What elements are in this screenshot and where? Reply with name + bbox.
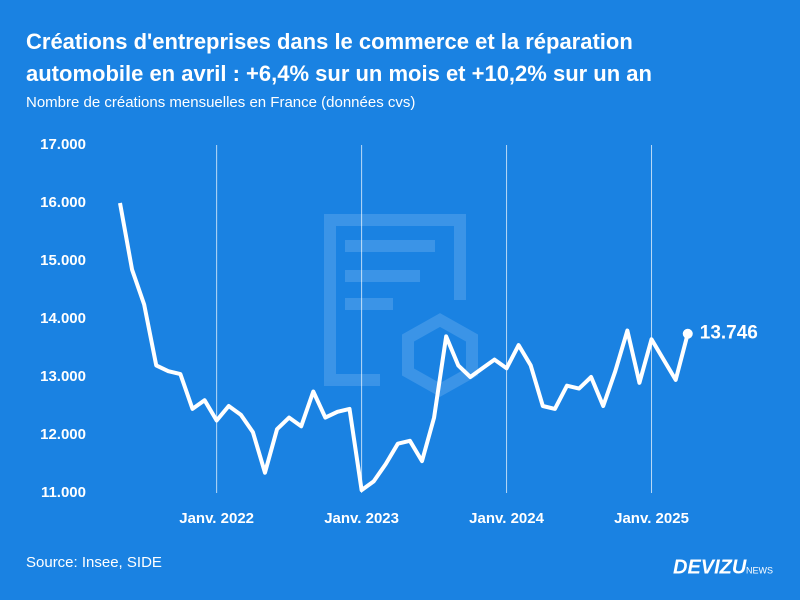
y-tick-label: 11.000	[41, 484, 86, 501]
x-tick-label: Janv. 2025	[614, 510, 689, 527]
chart-subtitle: Nombre de créations mensuelles en France…	[26, 94, 415, 111]
x-tick-label: Janv. 2022	[179, 510, 254, 527]
y-tick-label: 15.000	[40, 252, 86, 269]
data-label: 13.746	[700, 323, 758, 344]
end-point	[682, 328, 693, 339]
brand-suffix: NEWS	[746, 565, 773, 575]
y-tick-label: 16.000	[40, 194, 86, 211]
y-tick-label: 14.000	[40, 310, 86, 327]
data-line	[118, 202, 690, 493]
y-tick-label: 12.000	[40, 426, 86, 443]
x-tick-label: Janv. 2024	[469, 510, 544, 527]
chart-title: Créations d'entreprises dans le commerce…	[26, 29, 633, 54]
brand: DEVIZU	[673, 556, 747, 578]
x-tick-label: Janv. 2023	[324, 510, 399, 527]
y-tick-label: 13.000	[40, 368, 86, 385]
y-tick-label: 17.000	[40, 136, 86, 153]
source: Source: Insee, SIDE	[26, 554, 162, 571]
chart-title: automobile en avril : +6,4% sur un mois …	[26, 61, 652, 86]
